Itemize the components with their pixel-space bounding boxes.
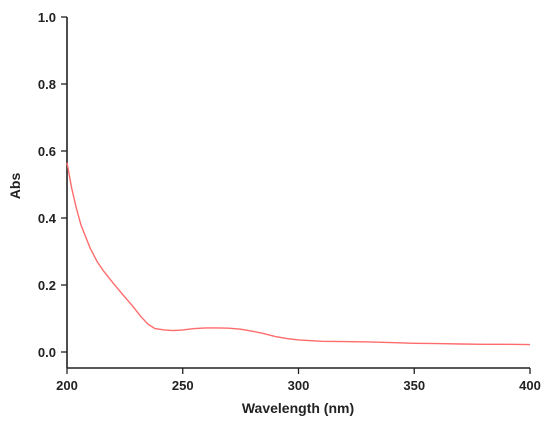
x-tick-label: 300 <box>288 378 310 393</box>
y-tick-label: 0.4 <box>38 211 57 226</box>
x-tick-label: 400 <box>519 378 541 393</box>
x-tick-label: 200 <box>56 378 78 393</box>
y-tick-label: 0.0 <box>38 345 56 360</box>
y-tick-label: 0.8 <box>38 77 56 92</box>
x-tick-label: 350 <box>403 378 425 393</box>
x-tick-label: 250 <box>172 378 194 393</box>
y-tick-label: 0.6 <box>38 144 56 159</box>
y-axis-ticks: 0.0 0.2 0.4 0.6 0.8 1.0 <box>38 10 67 360</box>
y-tick-label: 1.0 <box>38 10 56 25</box>
series-line <box>66 162 531 346</box>
x-axis-ticks: 200 250 300 350 400 <box>56 368 541 393</box>
plot-series <box>66 162 531 346</box>
y-tick-label: 0.2 <box>38 278 56 293</box>
x-axis-title: Wavelength (nm) <box>242 400 354 416</box>
y-axis-title: Abs <box>7 173 23 200</box>
